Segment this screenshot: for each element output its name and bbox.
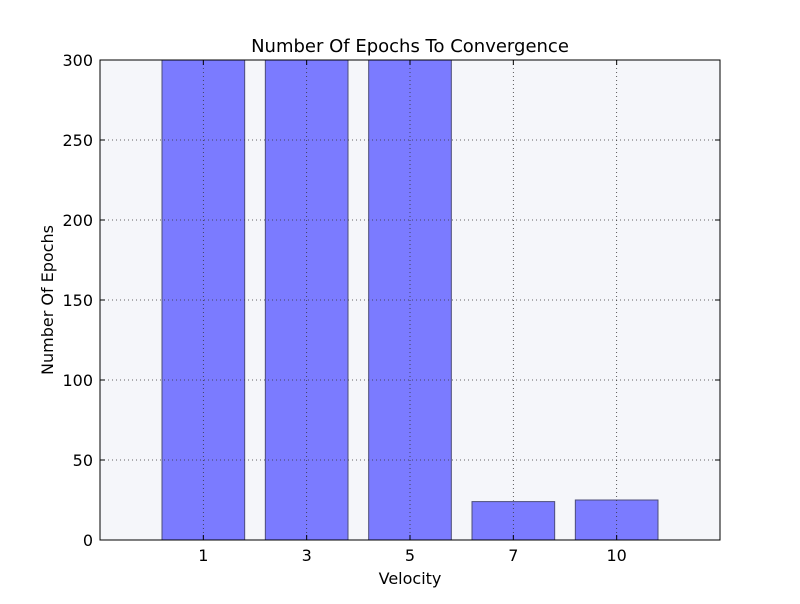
x-tick-label: 1	[198, 546, 208, 565]
y-tick-label: 200	[62, 211, 93, 230]
axis-ticks	[100, 59, 720, 541]
x-tick-label: 7	[508, 546, 518, 565]
grid-lines	[100, 60, 720, 540]
y-tick-label: 300	[62, 51, 93, 70]
y-tick-label: 0	[83, 531, 93, 550]
x-tick-label: 3	[302, 546, 312, 565]
y-tick-label: 250	[62, 131, 93, 150]
x-axis-label: Velocity	[379, 569, 442, 588]
chart-title: Number Of Epochs To Convergence	[251, 36, 569, 57]
x-tick-label: 10	[606, 546, 626, 565]
y-tick-label: 50	[73, 451, 93, 470]
y-tick-label: 100	[62, 371, 93, 390]
y-tick-label: 150	[62, 291, 93, 310]
x-tick-label: 5	[405, 546, 415, 565]
y-axis-label: Number Of Epochs	[38, 225, 57, 375]
tick-labels: 0 50 100 150 200 250 300 1 3 5 7 10	[62, 51, 626, 565]
